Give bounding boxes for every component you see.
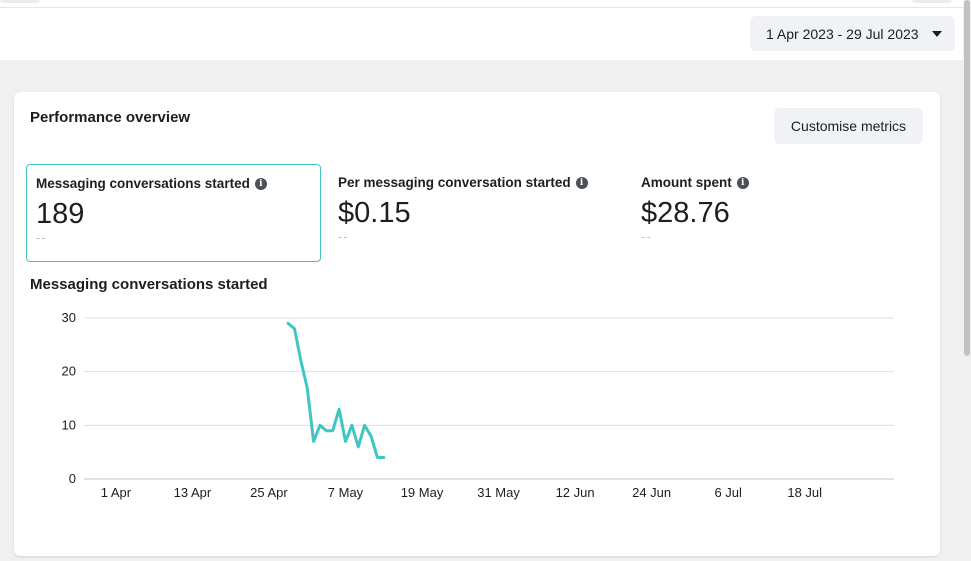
x-tick-label: 6 Jul: [714, 485, 742, 500]
metric-label-row: Amount spent i: [641, 175, 918, 190]
metric-messaging-conversations[interactable]: Messaging conversations started i 189 --: [26, 164, 321, 262]
metric-value: $0.15: [338, 197, 411, 229]
metric-label: Amount spent: [641, 175, 732, 190]
y-tick-label: 30: [62, 310, 76, 325]
line-chart: 0 10 20 30 1 Apr 13 Apr 25 Apr 7 May 19 May 31 Ma…: [62, 310, 894, 500]
y-tick-label: 10: [62, 417, 76, 432]
metric-value: $28.76: [641, 197, 730, 229]
metric-label: Messaging conversations started: [36, 176, 250, 191]
metric-label: Per messaging conversation started: [338, 175, 571, 190]
date-range-label: 1 Apr 2023 - 29 Jul 2023: [766, 25, 919, 42]
top-right-control[interactable]: [912, 0, 952, 3]
top-bar: 1 Apr 2023 - 29 Jul 2023: [0, 0, 963, 60]
x-tick-label: 24 Jun: [632, 485, 671, 500]
metric-compare: --: [36, 230, 47, 245]
info-icon[interactable]: i: [575, 176, 588, 189]
caret-down-icon: [932, 31, 942, 37]
y-tick-label: 0: [69, 471, 76, 486]
metric-compare: --: [338, 229, 349, 244]
x-tick-label: 19 May: [401, 485, 444, 500]
x-tick-label: 31 May: [477, 485, 520, 500]
performance-overview-card: Performance overview Customise metrics M…: [14, 92, 940, 556]
metric-label-row: Per messaging conversation started i: [338, 175, 615, 190]
card-title: Performance overview: [30, 109, 191, 126]
x-tick-label: 7 May: [328, 485, 364, 500]
metric-value: 189: [36, 198, 85, 230]
y-tick-label: 20: [62, 364, 76, 379]
metric-amount-spent[interactable]: Amount spent i $28.76 --: [632, 164, 927, 262]
x-tick-label: 12 Jun: [556, 485, 595, 500]
customise-metrics-button[interactable]: Customise metrics: [774, 108, 923, 144]
x-tick-label: 13 Apr: [174, 485, 212, 500]
top-divider: [0, 7, 963, 8]
info-icon[interactable]: i: [254, 177, 267, 190]
x-tick-label: 1 Apr: [101, 485, 132, 500]
series-line: [286, 321, 386, 459]
metric-cost-per-conversation[interactable]: Per messaging conversation started i $0.…: [329, 164, 624, 262]
x-tick-label: 25 Apr: [250, 485, 288, 500]
page-scrollbar[interactable]: [963, 0, 971, 561]
metric-compare: --: [641, 229, 652, 244]
top-left-control[interactable]: [0, 0, 40, 3]
scrollbar-thumb[interactable]: [964, 0, 970, 356]
date-range-picker[interactable]: 1 Apr 2023 - 29 Jul 2023: [750, 16, 955, 51]
info-icon[interactable]: i: [736, 176, 749, 189]
chart-title: Messaging conversations started: [30, 276, 268, 293]
metric-label-row: Messaging conversations started i: [36, 176, 311, 191]
x-tick-label: 18 Jul: [787, 485, 822, 500]
